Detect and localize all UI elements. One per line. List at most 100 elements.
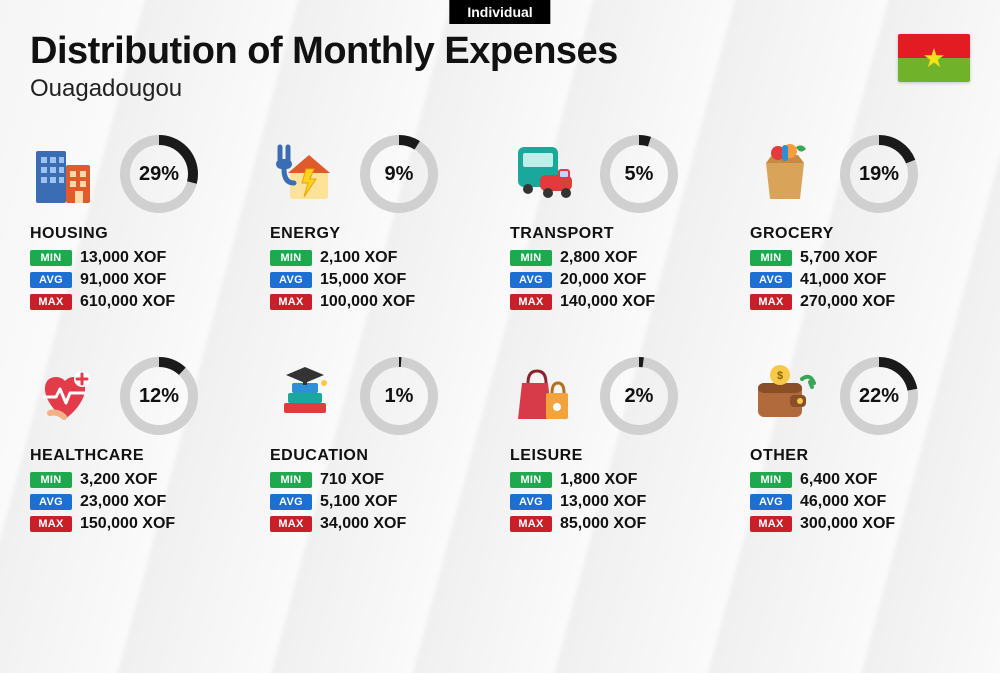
stat-max: MAX 100,000 XOF [270,293,490,311]
percent-donut: 19% [838,133,920,215]
percent-label: 19% [838,133,920,215]
percent-donut: 5% [598,133,680,215]
min-value: 1,800 XOF [560,471,637,489]
avg-pill: AVG [510,494,552,510]
avg-value: 15,000 XOF [320,271,406,289]
healthcare-icon [30,361,100,431]
stat-max: MAX 85,000 XOF [510,515,730,533]
max-pill: MAX [510,294,552,310]
max-pill: MAX [270,516,312,532]
percent-donut: 12% [118,355,200,437]
category-card-other: $ 22% OTHER MIN 6,400 XOF AVG 46,000 XOF… [750,355,970,537]
stat-max: MAX 140,000 XOF [510,293,730,311]
avg-value: 91,000 XOF [80,271,166,289]
category-name: HOUSING [30,225,250,243]
max-pill: MAX [30,516,72,532]
avg-pill: AVG [750,272,792,288]
category-card-transport: 5% TRANSPORT MIN 2,800 XOF AVG 20,000 XO… [510,133,730,315]
max-pill: MAX [750,294,792,310]
buildings-icon [30,139,100,209]
stat-min: MIN 13,000 XOF [30,249,250,267]
max-value: 34,000 XOF [320,515,406,533]
min-pill: MIN [750,472,792,488]
stat-avg: AVG 23,000 XOF [30,493,250,511]
category-card-energy: 9% ENERGY MIN 2,100 XOF AVG 15,000 XOF M… [270,133,490,315]
stat-avg: AVG 46,000 XOF [750,493,970,511]
stat-max: MAX 300,000 XOF [750,515,970,533]
avg-value: 13,000 XOF [560,493,646,511]
stat-min: MIN 5,700 XOF [750,249,970,267]
education-icon [270,361,340,431]
wallet-icon: $ [750,361,820,431]
min-value: 5,700 XOF [800,249,877,267]
percent-donut: 2% [598,355,680,437]
stat-max: MAX 150,000 XOF [30,515,250,533]
transport-icon [510,139,580,209]
max-pill: MAX [750,516,792,532]
avg-pill: AVG [270,272,312,288]
category-card-education: 1% EDUCATION MIN 710 XOF AVG 5,100 XOF M… [270,355,490,537]
stat-avg: AVG 91,000 XOF [30,271,250,289]
category-card-housing: 29% HOUSING MIN 13,000 XOF AVG 91,000 XO… [30,133,250,315]
stat-min: MIN 2,800 XOF [510,249,730,267]
percent-label: 5% [598,133,680,215]
stat-max: MAX 270,000 XOF [750,293,970,311]
energy-icon [270,139,340,209]
stat-avg: AVG 15,000 XOF [270,271,490,289]
max-value: 270,000 XOF [800,293,895,311]
min-pill: MIN [270,250,312,266]
min-value: 2,100 XOF [320,249,397,267]
stat-max: MAX 610,000 XOF [30,293,250,311]
avg-pill: AVG [30,494,72,510]
percent-label: 9% [358,133,440,215]
min-value: 710 XOF [320,471,384,489]
grocery-icon [750,139,820,209]
stat-min: MIN 710 XOF [270,471,490,489]
category-name: ENERGY [270,225,490,243]
max-pill: MAX [510,516,552,532]
category-name: EDUCATION [270,447,490,465]
category-name: HEALTHCARE [30,447,250,465]
stat-min: MIN 6,400 XOF [750,471,970,489]
stat-max: MAX 34,000 XOF [270,515,490,533]
stat-min: MIN 1,800 XOF [510,471,730,489]
category-card-healthcare: 12% HEALTHCARE MIN 3,200 XOF AVG 23,000 … [30,355,250,537]
max-value: 100,000 XOF [320,293,415,311]
min-pill: MIN [270,472,312,488]
category-grid: 29% HOUSING MIN 13,000 XOF AVG 91,000 XO… [30,133,970,537]
stat-avg: AVG 20,000 XOF [510,271,730,289]
category-card-grocery: 19% GROCERY MIN 5,700 XOF AVG 41,000 XOF… [750,133,970,315]
min-value: 2,800 XOF [560,249,637,267]
avg-pill: AVG [270,494,312,510]
percent-donut: 9% [358,133,440,215]
max-value: 85,000 XOF [560,515,646,533]
percent-donut: 22% [838,355,920,437]
percent-label: 12% [118,355,200,437]
leisure-icon [510,361,580,431]
min-pill: MIN [510,472,552,488]
percent-label: 22% [838,355,920,437]
max-pill: MAX [30,294,72,310]
percent-label: 2% [598,355,680,437]
max-value: 140,000 XOF [560,293,655,311]
min-value: 6,400 XOF [800,471,877,489]
category-card-leisure: 2% LEISURE MIN 1,800 XOF AVG 13,000 XOF … [510,355,730,537]
avg-value: 41,000 XOF [800,271,886,289]
min-pill: MIN [510,250,552,266]
avg-value: 20,000 XOF [560,271,646,289]
percent-donut: 1% [358,355,440,437]
stat-avg: AVG 41,000 XOF [750,271,970,289]
min-value: 3,200 XOF [80,471,157,489]
category-name: LEISURE [510,447,730,465]
max-value: 150,000 XOF [80,515,175,533]
category-name: GROCERY [750,225,970,243]
avg-pill: AVG [30,272,72,288]
country-flag-icon [898,34,970,82]
percent-label: 1% [358,355,440,437]
min-pill: MIN [30,250,72,266]
min-pill: MIN [750,250,792,266]
max-value: 300,000 XOF [800,515,895,533]
min-pill: MIN [30,472,72,488]
svg-text:$: $ [777,370,783,382]
avg-value: 5,100 XOF [320,493,397,511]
